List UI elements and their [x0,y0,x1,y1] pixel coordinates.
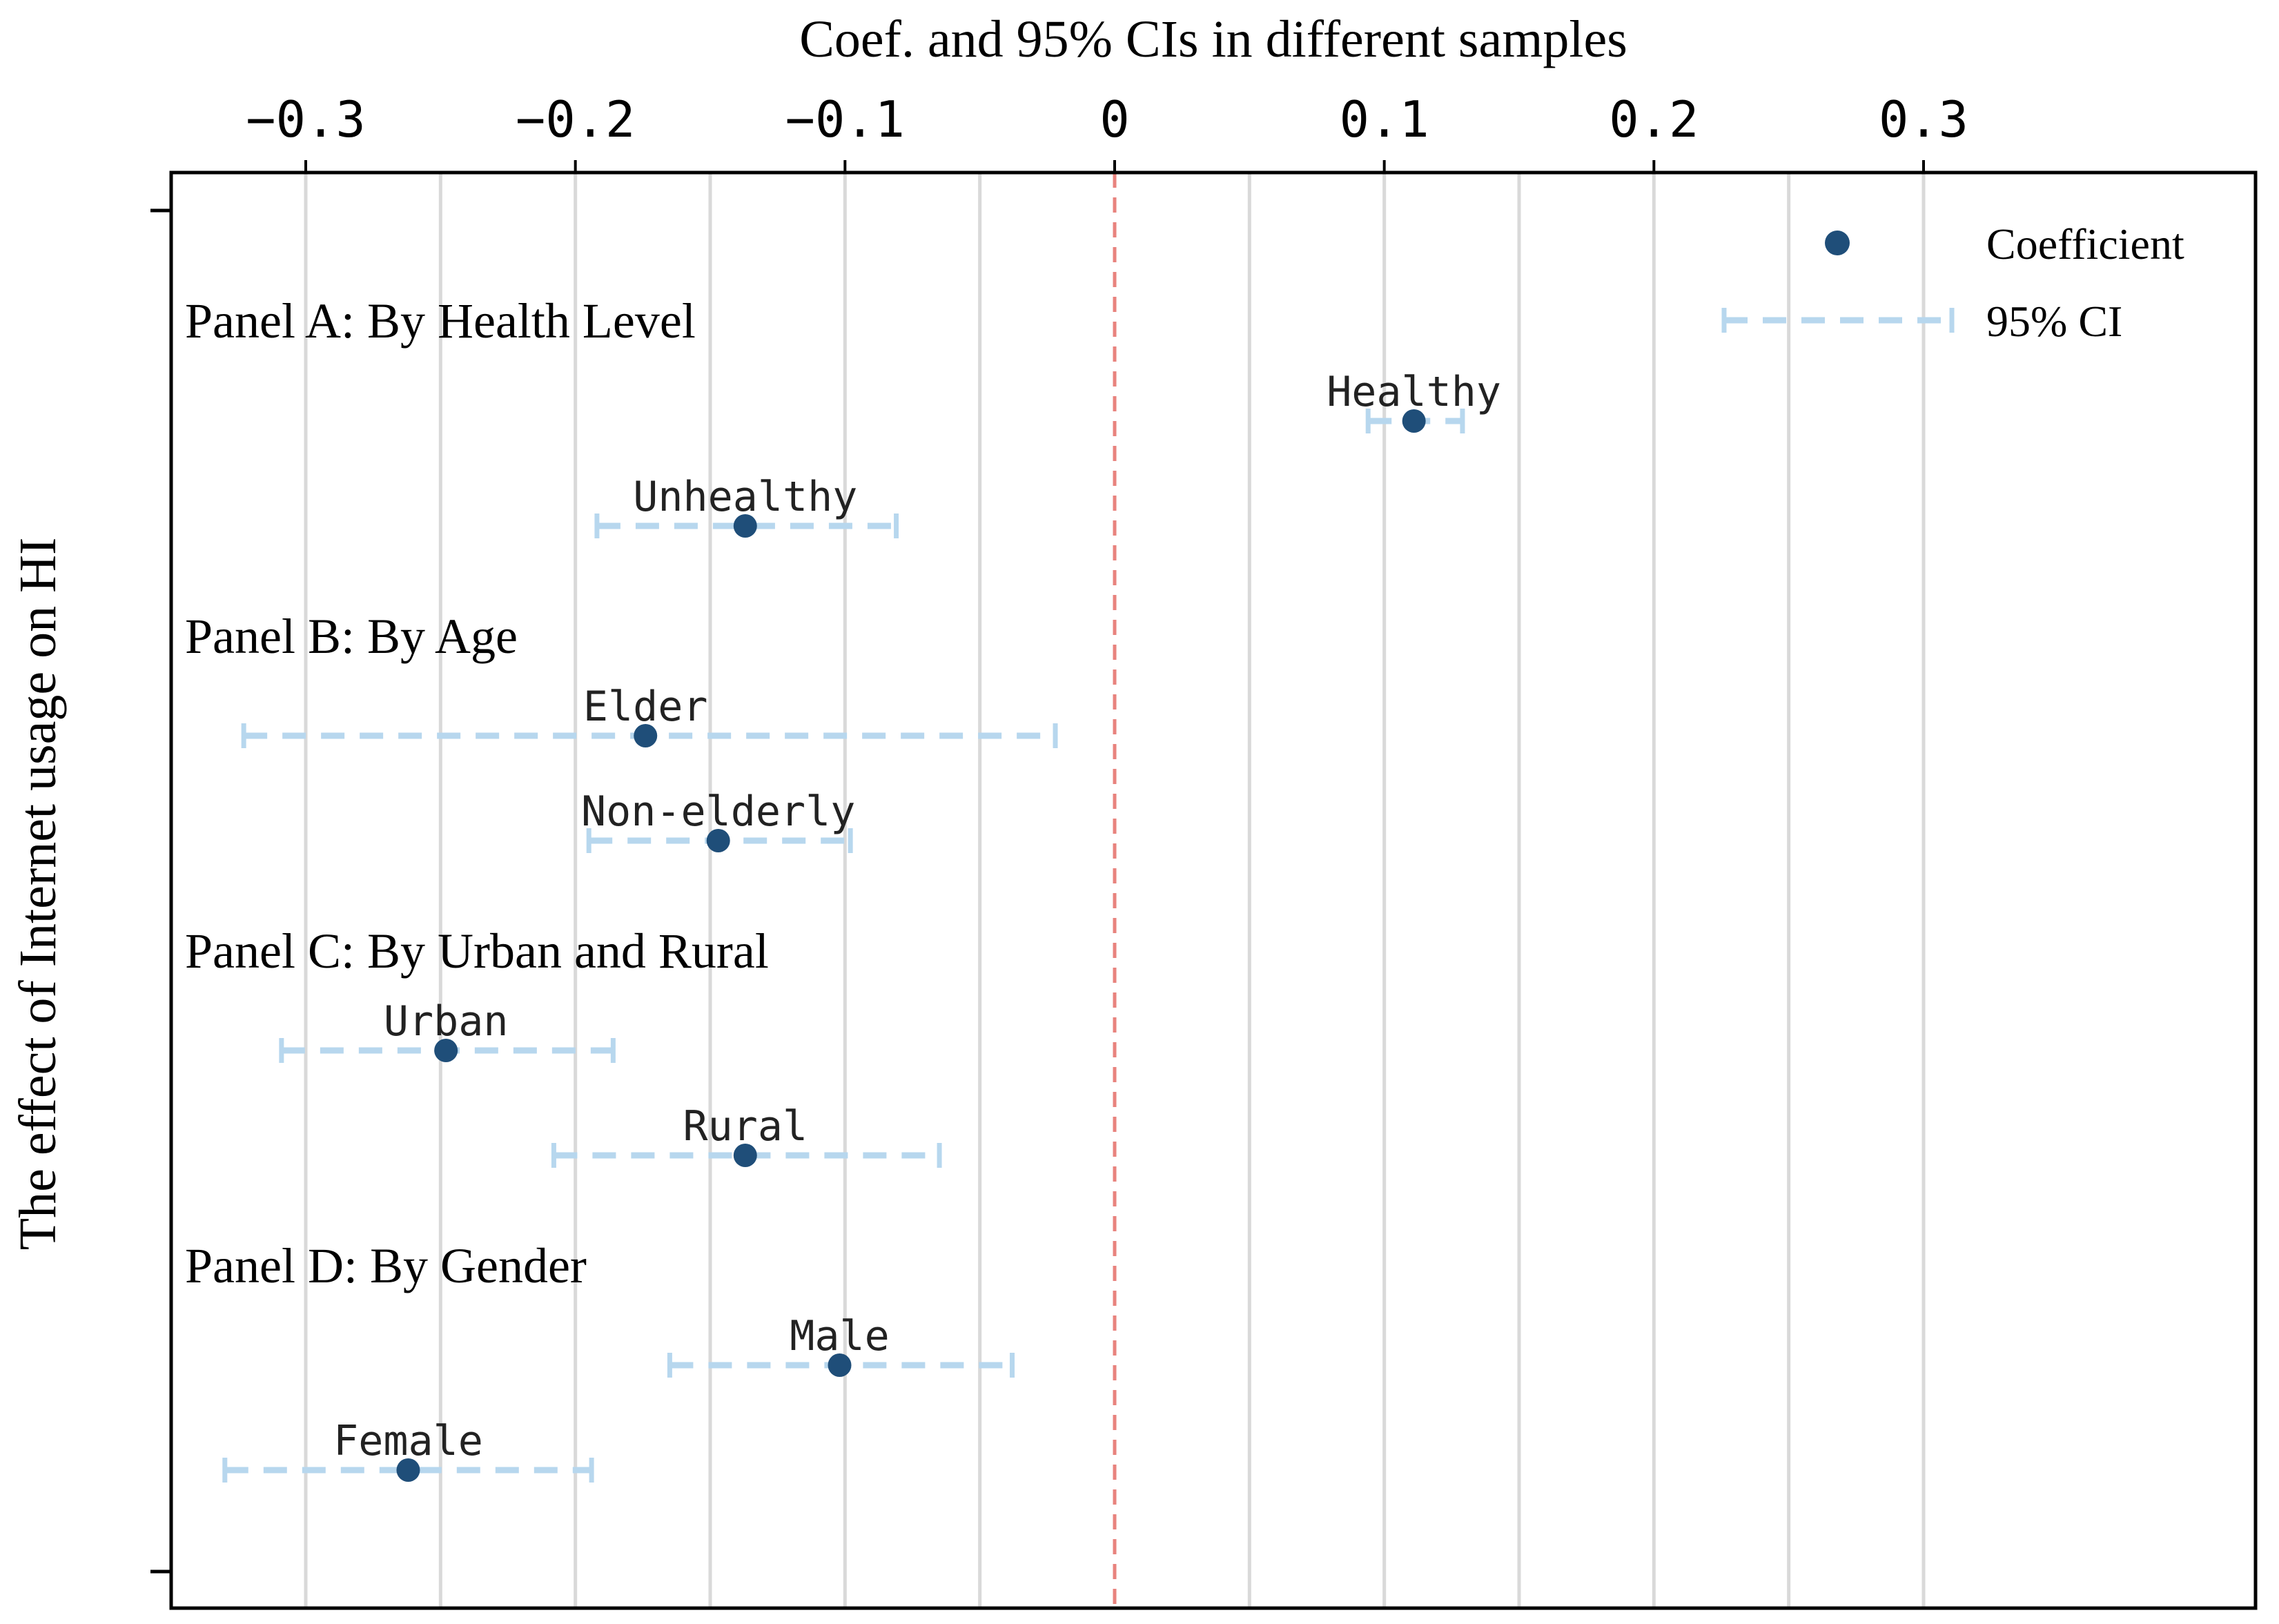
coefficient-point [706,829,730,852]
x-tick-label: −0.3 [246,90,365,148]
panel-title: Panel B: By Age [185,609,518,664]
point-label: Elder [583,683,708,731]
x-tick-label: −0.1 [785,90,905,148]
legend-ci-label: 95% CI [1986,297,2122,346]
coefficient-point [733,1144,757,1167]
x-tick-label: 0.1 [1340,90,1429,148]
point-label: Urban [384,997,509,1046]
legend-coefficient-marker [1825,231,1850,255]
x-axis-ticks: −0.3 −0.2 −0.1 0 0.1 0.2 0.3 [150,90,1968,1574]
panel-title: Panel D: By Gender [185,1238,587,1293]
panel-title: Panel C: By Urban and Rural [185,923,769,979]
point-labels: Healthy Unhealthy Elder Non-elderly Urban Rur… [333,368,1501,1465]
panel-title: Panel A: By Health Level [185,293,696,349]
point-label: Non-elderly [581,787,855,836]
coefficient-point [634,724,658,747]
y-axis-label: The effect of Internet usage on HI [9,538,67,1251]
x-tick-label: 0.3 [1879,90,1968,148]
plot-frame [169,170,2258,1610]
chart-title: Coef. and 95% CIs in different samples [799,10,1627,68]
point-label: Healthy [1327,368,1501,416]
coefficient-point [733,514,757,538]
x-tick-label: −0.2 [516,90,635,148]
x-tick-label: 0 [1099,90,1129,148]
coefficient-point [434,1039,458,1062]
coefficient-point [828,1353,852,1377]
legend-coefficient-label: Coefficient [1986,219,2184,268]
x-tick-label: 0.2 [1609,90,1699,148]
coefficient-point [1402,409,1426,433]
gridlines [304,173,1926,1608]
point-label: Unhealthy [633,473,857,521]
point-label: Female [333,1417,483,1465]
point-label: Male [790,1312,890,1360]
panel-titles: Panel A: By Health Level Panel B: By Age P… [185,293,769,1293]
point-label: Rural [683,1102,808,1151]
legend: Coefficient 95% CI [1721,219,2184,346]
coefficient-points [396,409,1426,1482]
coefficient-point [396,1458,420,1482]
